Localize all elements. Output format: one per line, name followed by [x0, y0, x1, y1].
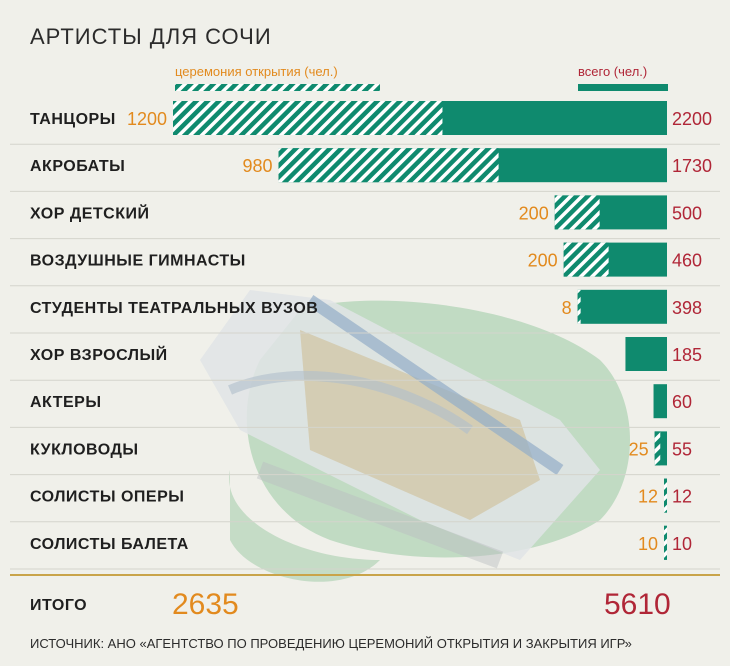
- legend-total-label: всего (чел.): [578, 64, 647, 79]
- opening-value-label: 25: [629, 439, 649, 459]
- opening-bar: [563, 242, 609, 277]
- total-value-label: 398: [672, 298, 702, 318]
- opening-value-label: 12: [638, 487, 658, 507]
- opening-value-label: 200: [519, 203, 549, 223]
- total-value-label: 1730: [672, 156, 712, 176]
- opening-bar: [664, 478, 667, 513]
- totals-opening-value: 2635: [172, 588, 239, 621]
- opening-bar: [278, 148, 499, 183]
- opening-value-label: 1200: [127, 109, 167, 129]
- total-value-label: 500: [672, 203, 702, 223]
- legend-total-swatch: [578, 84, 668, 91]
- category-label: ХОР ВЗРОСЛЫЙ: [30, 345, 168, 364]
- total-value-label: 55: [672, 439, 692, 459]
- category-label: СТУДЕНТЫ ТЕАТРАЛЬНЫХ ВУЗОВ: [30, 300, 318, 317]
- total-bar: [577, 289, 667, 324]
- opening-value-label: 8: [562, 298, 572, 318]
- stadium-illustration: [200, 290, 630, 582]
- opening-value-label: 200: [528, 251, 558, 271]
- total-value-label: 12: [672, 487, 692, 507]
- category-label: ХОР ДЕТСКИЙ: [30, 203, 149, 222]
- total-value-label: 185: [672, 345, 702, 365]
- totals-total-value: 5610: [604, 588, 671, 621]
- category-label: СОЛИСТЫ БАЛЕТА: [30, 536, 189, 553]
- total-bar: [625, 337, 667, 371]
- legend-opening-swatch: [175, 84, 380, 91]
- legend-opening-label: церемония открытия (чел.): [175, 64, 338, 79]
- category-label: АКТЕРЫ: [30, 394, 102, 411]
- opening-bar: [654, 431, 661, 466]
- category-label: СОЛИСТЫ ОПЕРЫ: [30, 489, 184, 506]
- category-label: КУКЛОВОДЫ: [30, 441, 139, 458]
- opening-value-label: 10: [638, 534, 658, 554]
- source-note: ИСТОЧНИК: АНО «АГЕНТСТВО ПО ПРОВЕДЕНИЮ Ц…: [30, 636, 632, 651]
- total-value-label: 10: [672, 534, 692, 554]
- legend: церемония открытия (чел.) всего (чел.): [175, 64, 668, 91]
- opening-bar: [173, 101, 443, 135]
- chart-rows: ТАНЦОРЫ 1200 2200 АКРОБАТЫ 980 1730 ХОР ДЕТСКИ…: [10, 101, 720, 570]
- category-label: ВОЗДУШНЫЕ ГИМНАСТЫ: [30, 253, 246, 270]
- chart-title: АРТИСТЫ ДЛЯ СОЧИ: [30, 24, 272, 49]
- totals-label: ИТОГО: [30, 597, 87, 614]
- category-label: АКРОБАТЫ: [30, 158, 125, 175]
- opening-value-label: 980: [242, 156, 272, 176]
- total-value-label: 60: [672, 392, 692, 412]
- total-bar: [653, 384, 667, 419]
- opening-bar: [577, 289, 581, 324]
- opening-bar: [554, 195, 600, 230]
- category-label: ТАНЦОРЫ: [30, 111, 116, 128]
- total-value-label: 2200: [672, 109, 712, 129]
- total-value-label: 460: [672, 251, 702, 271]
- opening-bar: [664, 525, 667, 560]
